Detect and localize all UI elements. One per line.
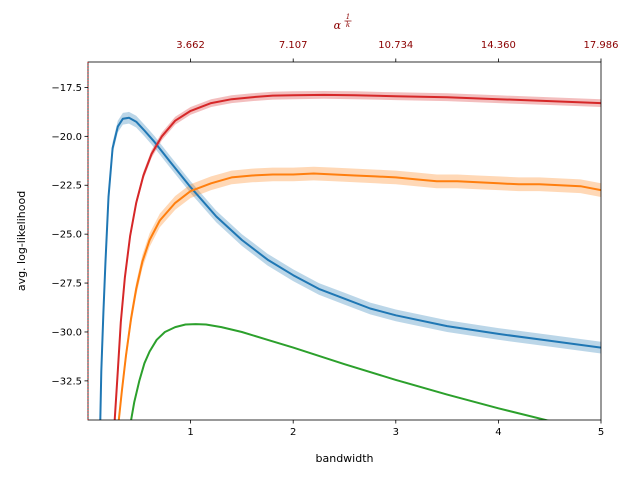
svg-text:α: α xyxy=(334,19,342,32)
x-tick-label: 4 xyxy=(495,427,501,438)
y-tick-label: −30.0 xyxy=(51,327,82,338)
y-tick-label: −20.0 xyxy=(51,132,82,143)
svg-text:1: 1 xyxy=(346,13,350,21)
y-tick-label: −22.5 xyxy=(51,181,82,192)
top-tick-label: 10.734 xyxy=(378,40,413,51)
svg-text:k: k xyxy=(346,21,350,29)
x-axis-label: bandwidth xyxy=(316,452,374,465)
series-1-confidence-band xyxy=(100,111,601,420)
series-3-confidence-band xyxy=(114,91,601,420)
x-tick-label: 3 xyxy=(393,427,399,438)
top-tick-label: 17.986 xyxy=(584,40,619,51)
top-tick-label: 7.107 xyxy=(279,40,308,51)
y-tick-label: −17.5 xyxy=(51,83,82,94)
x-tick-label: 2 xyxy=(290,427,296,438)
plot-frame xyxy=(87,61,602,421)
top-axis-label: α 1 k xyxy=(334,13,352,32)
y-tick-label: −25.0 xyxy=(51,230,82,241)
series-2-line xyxy=(117,172,601,420)
series-3-line xyxy=(113,93,601,420)
series-4-line xyxy=(130,323,550,420)
series-1-line xyxy=(99,116,601,420)
y-tick-label: −32.5 xyxy=(51,376,82,387)
top-tick-label: 3.662 xyxy=(176,40,205,51)
x-tick-label: 5 xyxy=(598,427,604,438)
series-2-confidence-band xyxy=(118,166,601,420)
top-tick-label: 14.360 xyxy=(481,40,516,51)
x-tick-label: 1 xyxy=(187,427,193,438)
y-axis-label: avg. log-likelihood xyxy=(15,191,28,291)
y-tick-label: −27.5 xyxy=(51,279,82,290)
